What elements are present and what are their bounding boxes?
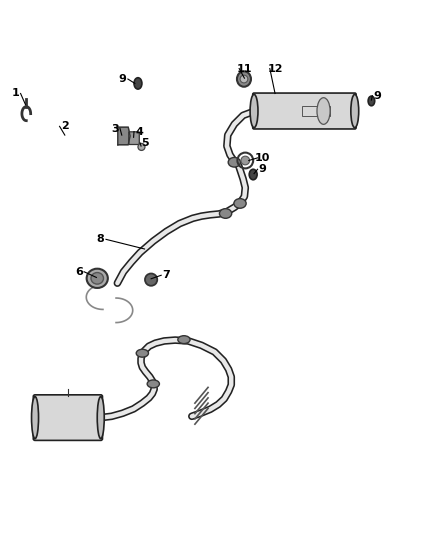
Text: 4: 4 [135,127,143,136]
Ellipse shape [237,71,251,87]
FancyBboxPatch shape [33,395,102,440]
FancyBboxPatch shape [129,132,139,144]
Ellipse shape [234,199,246,208]
Ellipse shape [134,78,142,89]
Ellipse shape [219,209,232,219]
Text: 6: 6 [75,266,83,277]
Text: 8: 8 [97,235,105,244]
Text: 2: 2 [61,122,69,131]
Ellipse shape [87,269,108,288]
Ellipse shape [178,336,190,344]
Text: 11: 11 [237,63,252,74]
Ellipse shape [228,157,240,167]
Ellipse shape [317,98,330,124]
Text: 12: 12 [267,63,283,74]
FancyBboxPatch shape [253,93,356,129]
Polygon shape [118,127,130,145]
Ellipse shape [97,397,104,439]
Text: 1: 1 [11,88,19,99]
Text: 10: 10 [255,153,271,163]
Text: 9: 9 [119,74,127,84]
Ellipse shape [249,169,257,180]
Circle shape [240,75,248,83]
Ellipse shape [147,380,159,388]
Bar [302,106,329,116]
Ellipse shape [91,272,103,284]
Text: 5: 5 [141,138,149,148]
Ellipse shape [368,96,374,106]
Text: 7: 7 [162,270,170,280]
Ellipse shape [136,349,148,357]
Text: 9: 9 [259,164,267,174]
Circle shape [138,143,145,150]
Ellipse shape [250,94,258,128]
Ellipse shape [145,273,157,286]
Circle shape [241,156,250,165]
Ellipse shape [351,94,359,128]
Text: 9: 9 [374,91,381,101]
Ellipse shape [32,397,39,439]
Text: 3: 3 [111,124,119,134]
